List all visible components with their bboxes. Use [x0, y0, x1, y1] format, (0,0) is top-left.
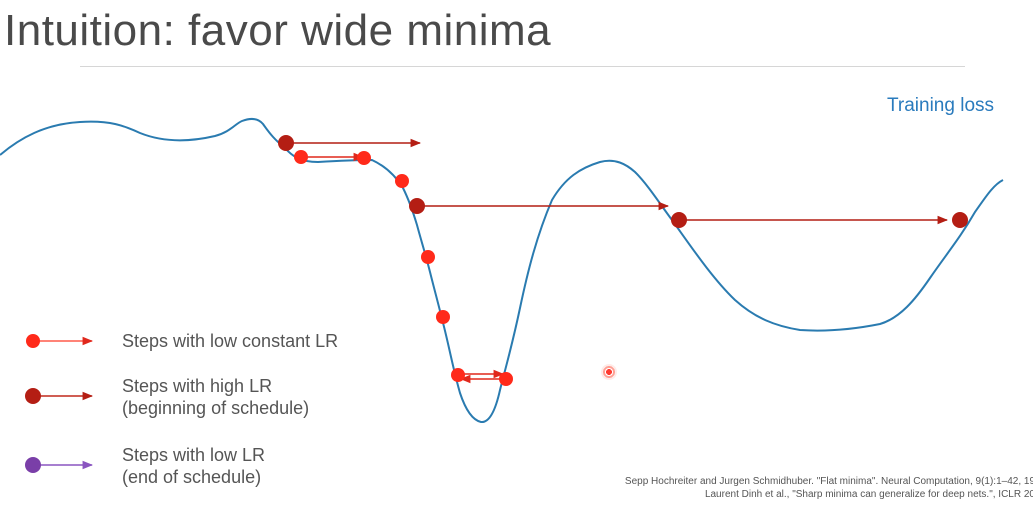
step-point	[671, 212, 687, 228]
sharp-minimum-steps	[294, 150, 513, 386]
references: Sepp Hochreiter and Jurgen Schmidhuber. …	[625, 475, 1033, 501]
step-point	[395, 174, 409, 188]
step-point	[409, 198, 425, 214]
training-loss-label: Training loss	[887, 95, 995, 116]
red-dot-icon	[26, 334, 94, 348]
title-divider	[80, 66, 965, 67]
laser-pointer-icon	[601, 364, 617, 380]
legend-label: Steps with low constant LR	[122, 331, 339, 351]
legend-label: Steps with high LR (beginning of schedul…	[122, 376, 310, 418]
step-point	[436, 310, 450, 324]
step-point	[421, 250, 435, 264]
training-loss-curve	[0, 118, 1004, 423]
purple-dot-icon	[25, 457, 94, 473]
step-point	[499, 372, 513, 386]
step-point	[294, 150, 308, 164]
dark-red-dot-icon	[25, 388, 94, 404]
high-lr-steps	[278, 135, 968, 228]
legend-label: Steps with low LR (end of schedule)	[122, 445, 266, 487]
step-point	[952, 212, 968, 228]
step-point	[357, 151, 371, 165]
step-point	[451, 368, 465, 382]
reference-hochreiter: Sepp Hochreiter and Jurgen Schmidhuber. …	[624, 476, 1033, 487]
reference-dinh: Laurent Dinh et al., "Sharp minima can g…	[704, 489, 1033, 500]
step-point	[278, 135, 294, 151]
slide-title: Intuition: favor wide minima	[4, 6, 552, 55]
